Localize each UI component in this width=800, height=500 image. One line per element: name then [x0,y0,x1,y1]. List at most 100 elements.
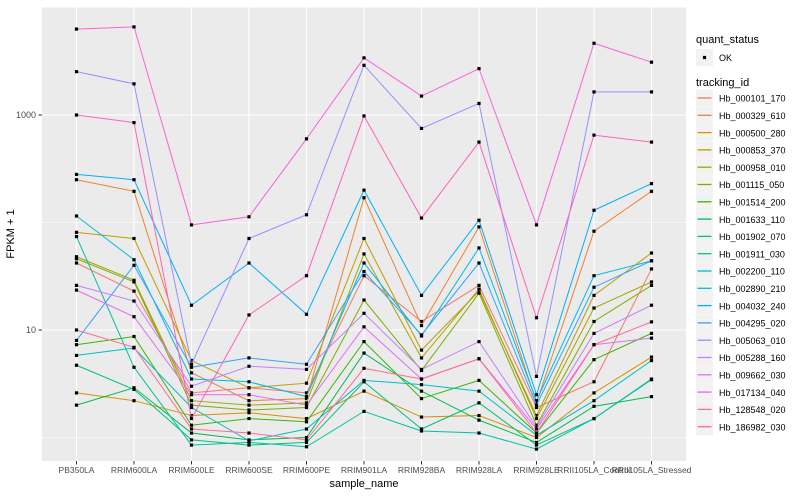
data-point [592,331,596,335]
data-point [132,315,136,319]
data-point [74,338,79,343]
data-point [189,303,194,307]
data-point [649,320,654,324]
legend-key-Hb_186982_030: Hb_186982_030 [696,418,786,436]
data-point [649,90,654,94]
data-point [132,387,136,392]
x-tick-label: RRIM928LE [513,465,560,475]
data-point [189,443,194,447]
data-point [189,358,194,363]
legend-key-Hb_001902_070: Hb_001902_070 [696,227,786,245]
data-point [189,405,194,410]
x-tick-label: RRIM600LE [168,465,215,475]
data-point [534,416,539,421]
data-point [189,431,194,435]
data-point [304,362,309,366]
data-point [132,289,136,293]
data-point [74,172,79,177]
legend-quant-status-title: quant_status [696,34,759,46]
data-point [304,395,309,399]
legend-series-label: Hb_004032_240 [719,301,786,311]
data-point [477,389,481,393]
y-axis-title: FPKM + 1 [5,209,17,258]
data-point [304,416,309,421]
data-point [189,403,194,407]
data-point [649,303,654,307]
data-point [649,378,654,382]
data-point [649,182,654,186]
data-point [649,280,654,284]
legend-series-label: Hb_000853_370 [719,146,786,156]
data-point [247,356,251,360]
series-points-Hb_000329_610 [74,178,654,405]
data-point [419,427,424,431]
x-tick-label: RRIM600LA [111,465,158,475]
data-point [247,416,251,421]
data-point [74,255,79,259]
gridlines [42,7,686,461]
data-point [534,443,539,447]
data-point [592,274,596,278]
legend-series-label: Hb_005063_010 [719,336,786,346]
data-point [592,229,596,233]
data-point [534,399,539,403]
legend-key-Hb_000101_170: Hb_000101_170 [696,89,786,107]
data-point [304,367,309,372]
data-point [304,137,309,141]
data-point [247,313,251,317]
data-point [304,391,309,395]
data-point [419,333,424,337]
data-point [419,397,424,401]
data-point [534,425,539,429]
data-point [362,252,366,256]
data-point [419,383,424,387]
data-point [592,380,596,384]
data-point [189,413,194,418]
data-point [419,348,424,352]
data-point [592,358,596,362]
data-point [649,358,654,363]
data-point [74,288,79,292]
data-point [477,67,481,71]
legend-key-Hb_001911_030: Hb_001911_030 [696,245,785,263]
legend-key-Hb_002200_110: Hb_002200_110 [696,262,785,280]
legend-key-Hb_000958_010: Hb_000958_010 [696,158,786,176]
data-point [649,331,654,335]
legend-series-label: Hb_128548_020 [719,405,786,415]
x-tick-label: PB350LA [59,465,95,475]
data-point [189,384,194,388]
series-points-Hb_186982_030 [74,320,654,442]
data-point [362,274,366,278]
data-point [189,416,194,421]
ok-point-icon [702,55,707,60]
data-point [362,236,366,241]
data-point [362,389,366,393]
data-point [477,357,481,361]
data-point [362,63,366,67]
legend-series-label: Hb_001115_050 [719,180,784,190]
data-point [74,178,79,182]
data-point [534,374,539,379]
data-point [74,391,79,395]
data-point [362,261,366,265]
data-point [362,378,366,382]
data-point [132,258,136,262]
x-tick-label: RRIM600SE [225,465,273,475]
data-point [592,90,596,94]
data-point [592,293,596,297]
data-point [534,431,539,435]
data-point [477,378,481,382]
data-point [132,365,136,369]
data-point [189,223,194,227]
data-point [649,251,654,255]
data-point [477,101,481,106]
data-point [362,298,366,302]
data-point [592,319,596,324]
data-point [592,416,596,421]
series-points-Hb_005063_010 [74,63,654,379]
data-point [477,413,481,418]
data-point [304,427,309,431]
data-point [74,353,79,358]
